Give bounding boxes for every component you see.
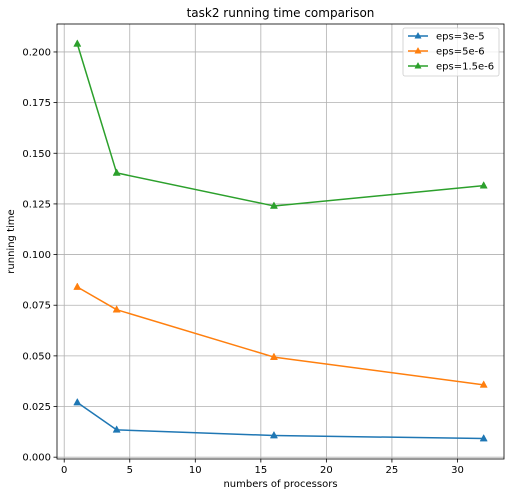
data-point xyxy=(479,434,488,442)
legend-marker xyxy=(414,31,422,39)
series-eps=1.5e-6 xyxy=(73,39,488,209)
legend-box xyxy=(402,27,500,77)
series-eps=5e-6 xyxy=(73,282,488,388)
plot-frame xyxy=(56,23,505,460)
data-point xyxy=(269,352,278,360)
x-tick-label: 0 xyxy=(61,465,67,476)
legend-label: eps=3e-5 xyxy=(436,32,485,43)
data-point xyxy=(269,430,278,439)
data-series xyxy=(73,39,488,442)
series-line xyxy=(76,401,484,440)
x-axis-ticks: 0 5 10 15 20 25 30 xyxy=(61,459,464,476)
y-tick-label: 0.125 xyxy=(22,199,51,210)
y-tick-label: 0.100 xyxy=(22,250,51,261)
series-line xyxy=(76,286,484,386)
y-tick-label: 0.075 xyxy=(22,301,51,312)
data-point xyxy=(73,397,82,406)
x-tick-label: 15 xyxy=(254,465,267,476)
legend-label: eps=1.5e-6 xyxy=(436,62,494,73)
x-tick-label: 5 xyxy=(127,465,133,476)
data-point xyxy=(112,425,121,433)
y-tick-label: 0.175 xyxy=(22,98,51,109)
y-tick-label: 0.200 xyxy=(22,47,51,58)
x-tick-label: 10 xyxy=(189,465,202,476)
y-tick-label: 0.050 xyxy=(22,351,51,362)
data-point xyxy=(112,168,121,176)
y-axis-label: running time xyxy=(6,209,17,273)
legend-label: eps=5e-6 xyxy=(436,47,485,58)
legend-marker xyxy=(414,61,422,69)
y-axis-ticks: 0.000 0.025 0.050 0.075 0.100 0.125 0.150 0.175… xyxy=(22,47,57,464)
series-line xyxy=(76,43,484,207)
legend-marker xyxy=(414,46,422,54)
grid-lines xyxy=(57,24,504,459)
legend: eps=3e-5 eps=5e-6 eps=1.5e-6 xyxy=(402,27,500,77)
data-point xyxy=(479,380,488,388)
data-point xyxy=(73,282,82,290)
y-tick-label: 0.150 xyxy=(22,149,51,160)
x-tick-label: 25 xyxy=(386,465,399,476)
data-point xyxy=(112,305,121,313)
data-point xyxy=(479,181,488,189)
y-tick-label: 0.025 xyxy=(22,402,51,413)
chart-title: task2 running time comparison xyxy=(187,6,375,20)
data-point xyxy=(73,39,82,47)
y-tick-label: 0.000 xyxy=(22,453,51,464)
series-eps=3e-5 xyxy=(73,397,488,442)
data-point xyxy=(269,201,278,209)
x-tick-label: 30 xyxy=(451,465,464,476)
x-axis-label: numbers of processors xyxy=(223,479,337,490)
x-tick-label: 20 xyxy=(320,465,333,476)
